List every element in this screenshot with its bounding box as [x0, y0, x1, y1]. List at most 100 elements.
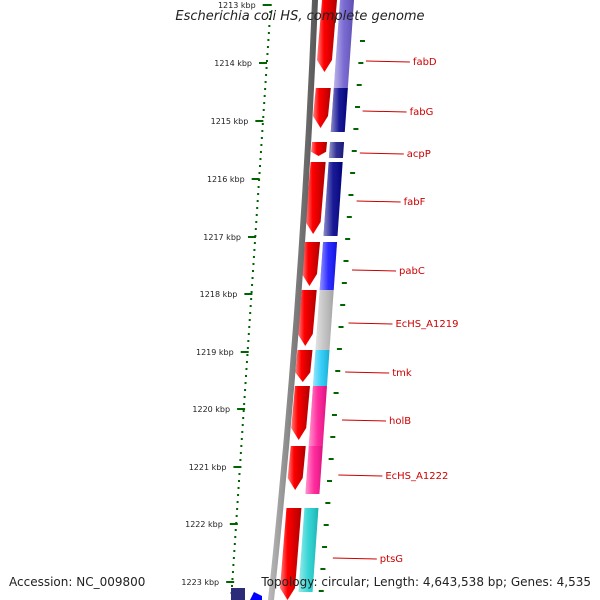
inner-tick-mark — [355, 106, 361, 108]
ring-dot — [244, 382, 247, 384]
inner-tick-mark — [327, 480, 332, 482]
leader-line — [345, 371, 390, 374]
leader-line — [332, 557, 377, 560]
ring-dot — [254, 228, 257, 230]
ring-dot — [262, 116, 265, 118]
inner-tick-mark — [345, 238, 351, 240]
leader-line — [351, 269, 397, 272]
forward-gene-arrow — [313, 88, 331, 128]
ring-dot — [259, 158, 262, 160]
ring-dot — [238, 480, 240, 482]
ring-dot — [237, 487, 240, 489]
ring-dot — [255, 221, 258, 223]
ring-dot — [245, 375, 247, 377]
ring-dot — [264, 88, 267, 90]
gene-block-shine — [298, 508, 319, 592]
ring-dot — [267, 32, 270, 34]
forward-gene-arrow — [297, 290, 317, 346]
ring-dot — [233, 543, 236, 545]
tick-label: 1223 kbp — [181, 578, 219, 587]
ring-dot — [269, 11, 272, 13]
forward-gene-arrow — [301, 242, 321, 286]
tick-mark — [233, 466, 242, 468]
inner-tick-mark — [346, 216, 352, 218]
ring-dot — [257, 193, 260, 195]
ring-dot — [236, 508, 239, 510]
inner-tick-mark — [353, 128, 359, 130]
tick-mark — [255, 120, 264, 122]
leader-line — [365, 60, 410, 63]
gene-label-acpP: acpP — [407, 149, 431, 160]
tick-mark — [262, 4, 271, 6]
ring-dot — [266, 46, 269, 48]
ring-dot — [259, 165, 261, 167]
gene-label-fabF: fabF — [404, 197, 426, 208]
tick-mark — [251, 178, 260, 180]
gene-block-shine — [330, 88, 348, 132]
forward-gene-arrow — [291, 386, 310, 440]
ring-dot — [234, 536, 237, 538]
ring-dot — [251, 277, 254, 279]
ring-dot — [252, 256, 255, 258]
leader-line — [356, 200, 401, 203]
gene-block-shine — [323, 162, 343, 236]
gene-block-shine — [319, 242, 338, 290]
ring-dot — [245, 368, 248, 370]
inner-tick-mark — [318, 590, 324, 592]
ring-dot — [255, 214, 258, 216]
leader-line — [362, 110, 407, 113]
inner-tick-mark — [343, 260, 349, 262]
forward-gene-arrow — [295, 350, 313, 382]
gene-label-tmk: tmk — [392, 368, 412, 379]
tick-label: 1216 kbp — [207, 175, 245, 184]
ring-dot — [266, 60, 268, 62]
ring-dot — [256, 200, 259, 202]
ring-dot — [233, 550, 236, 552]
inner-tick-mark — [320, 568, 326, 570]
gene-block-shine — [315, 290, 334, 350]
ring-dot — [245, 361, 248, 363]
ring-dot — [241, 431, 244, 433]
ring-dot — [263, 95, 266, 97]
inner-tick-mark — [350, 172, 356, 174]
forward-gene-arrow — [305, 162, 326, 234]
ring-dot — [260, 144, 263, 146]
leader-line — [348, 322, 393, 325]
tick-label: 1214 kbp — [214, 59, 252, 68]
tick-label: 1218 kbp — [200, 290, 238, 299]
tick-mark — [244, 293, 253, 295]
inner-tick-mark — [348, 194, 354, 196]
ring-dot — [260, 137, 263, 139]
tick-mark — [240, 351, 249, 353]
leader-line — [359, 152, 404, 155]
ring-dot — [248, 319, 251, 321]
ring-dot — [242, 417, 245, 419]
inner-tick-mark — [360, 40, 365, 42]
inner-tick-mark — [328, 458, 334, 460]
ring-dot — [241, 424, 244, 426]
ring-dot — [232, 557, 235, 559]
inner-tick-mark — [333, 392, 339, 394]
tick-mark — [226, 581, 235, 583]
ring-dot — [259, 151, 262, 153]
inner-tick-mark — [358, 62, 364, 64]
ring-dot — [262, 109, 265, 111]
inner-tick-mark — [341, 282, 347, 284]
forward-gene-arrow — [311, 142, 328, 156]
gene-block-shine — [333, 0, 354, 88]
ring-dot — [253, 249, 256, 251]
accession-text: Accession: NC_009800 — [9, 575, 146, 589]
ring-dot — [263, 102, 266, 104]
ring-dot — [250, 291, 253, 293]
bottom-gene-block — [231, 588, 245, 600]
ring-dot — [246, 347, 249, 349]
gene-tracks — [231, 0, 354, 600]
inner-tick-mark — [338, 326, 344, 328]
tick-mark — [259, 62, 268, 64]
tick-mark — [247, 236, 256, 238]
ring-dot — [244, 389, 247, 391]
tick-label: 1221 kbp — [189, 463, 227, 472]
gene-label-fabG: fabG — [410, 107, 434, 118]
gene-label-ptsG: ptsG — [380, 554, 403, 565]
